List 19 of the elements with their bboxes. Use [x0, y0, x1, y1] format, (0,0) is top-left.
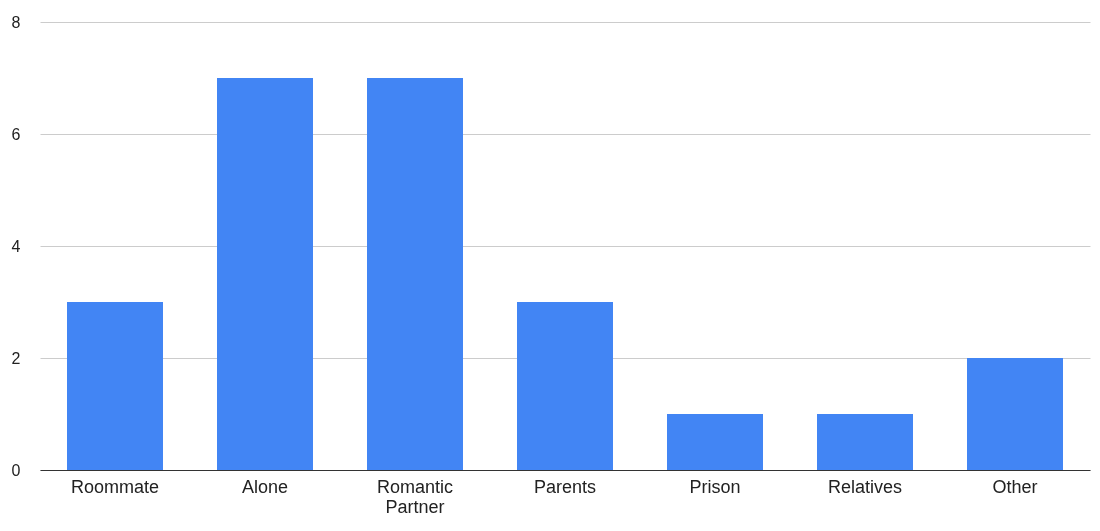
y-tick-label: 2 — [11, 349, 21, 367]
bar — [217, 78, 313, 470]
x-tick-label: Romantic Partner — [376, 476, 454, 517]
bar — [517, 302, 613, 470]
x-tick-label: Parents — [533, 476, 597, 497]
bar — [67, 302, 163, 470]
bar — [817, 414, 913, 470]
bar — [367, 78, 463, 470]
x-tick-label: Alone — [241, 476, 289, 497]
y-tick-label: 6 — [11, 125, 21, 143]
y-tick-label: 0 — [11, 461, 21, 479]
x-tick-label: Relatives — [827, 476, 903, 497]
y-tick-label: 4 — [11, 237, 21, 255]
x-tick-label: Prison — [689, 476, 741, 497]
x-tick-label: Other — [992, 476, 1038, 497]
bar — [967, 358, 1063, 470]
bar — [667, 414, 763, 470]
x-tick-label: Roommate — [70, 476, 160, 497]
y-tick-label: 8 — [11, 13, 21, 31]
